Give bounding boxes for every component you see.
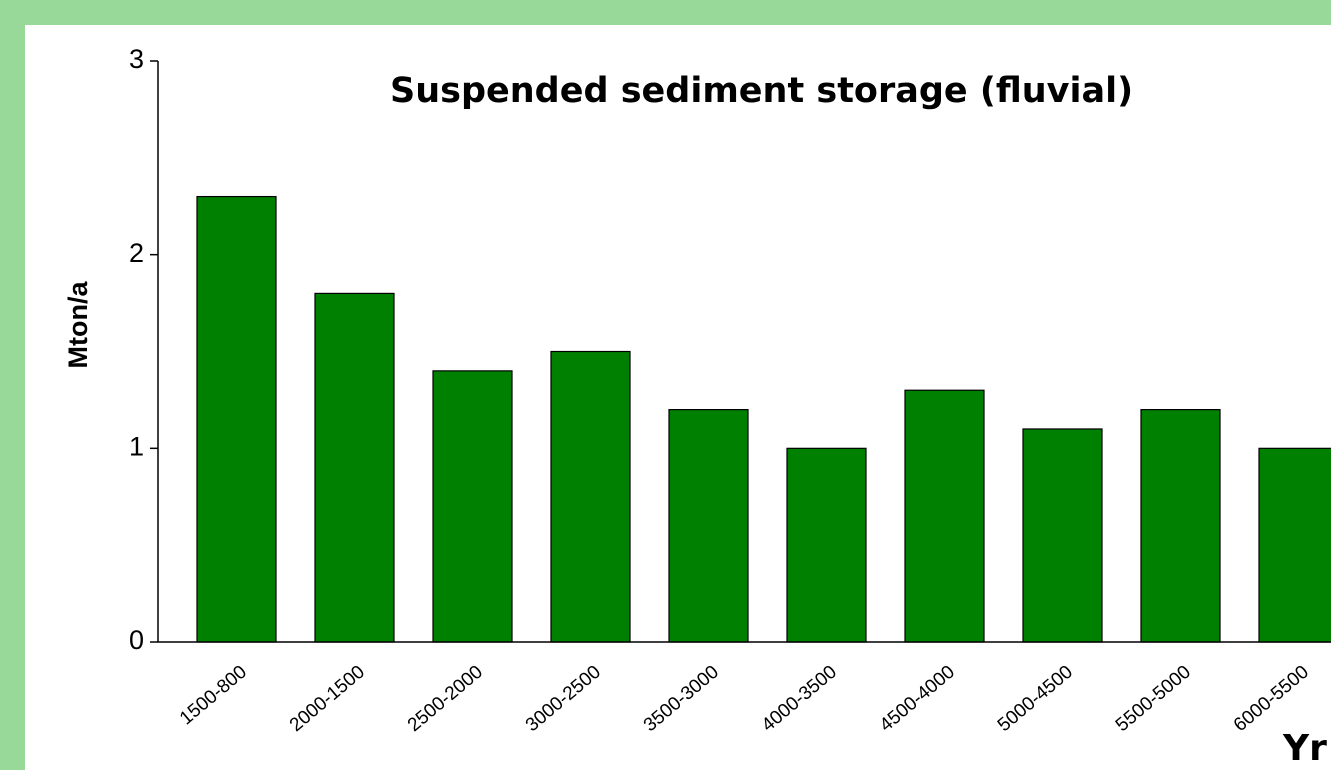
bar [314, 292, 395, 643]
y-tick-label: 1 [129, 431, 144, 461]
chart-title: Suspended sediment storage (fluvial) [390, 71, 1133, 111]
bar [1258, 447, 1331, 643]
y-tick-label: 3 [129, 44, 144, 74]
bar [904, 389, 985, 643]
y-tick-label: 0 [129, 625, 144, 655]
x-axis-label: Yr [1282, 728, 1327, 769]
y-tick-label: 2 [129, 238, 144, 268]
y-axis-label: Mton/a [63, 281, 93, 369]
bar [668, 409, 749, 643]
bar [196, 195, 277, 643]
bar [432, 370, 513, 643]
bar [550, 350, 631, 643]
bar [786, 447, 867, 643]
bar [1022, 428, 1103, 643]
bar [1140, 409, 1221, 643]
